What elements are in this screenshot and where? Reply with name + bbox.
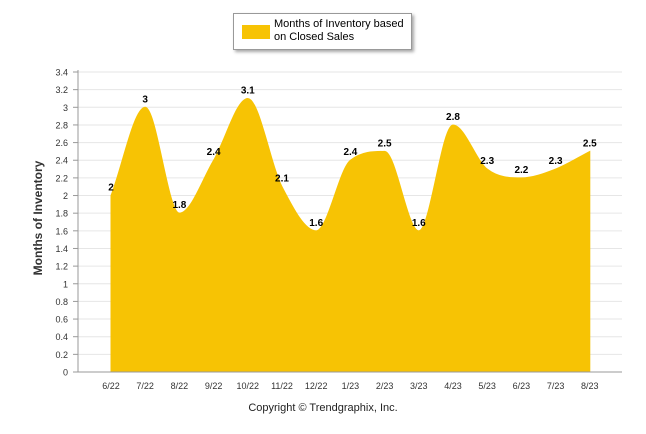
x-tick-label: 10/22 (237, 381, 260, 391)
x-tick-label: 9/22 (205, 381, 223, 391)
x-tick-label: 7/22 (136, 381, 154, 391)
y-tick-label: 0.8 (55, 297, 68, 307)
y-tick-label: 0.4 (55, 332, 68, 342)
x-tick-labels: 6/22 7/22 8/22 9/22 10/22 11/22 12/22 1/23 2/23 3… (102, 381, 598, 391)
x-tick-label: 11/22 (271, 381, 293, 391)
y-tick-label: 1 (63, 279, 68, 289)
y-tick-labels: 0 0.2 0.4 0.6 0.8 1 1.2 1.4 1.6 1.8 2 2.2 2.4 2.6 2.8 3… (55, 68, 68, 378)
x-tick-label: 4/23 (444, 381, 462, 391)
copyright-footer: Copyright © Trendgraphix, Inc. (248, 402, 398, 414)
legend-swatch (242, 25, 270, 39)
data-label: 1.6 (309, 218, 323, 229)
data-label: 1.8 (172, 200, 186, 211)
data-label: 2.5 (583, 138, 597, 149)
x-tick-label: 2/23 (376, 381, 394, 391)
y-tick-label: 2.4 (55, 156, 68, 166)
x-tick-label: 7/23 (547, 381, 565, 391)
legend-label: Months of Inventory based on Closed Sale… (274, 18, 404, 43)
y-tick-label: 1.8 (55, 209, 68, 219)
y-tick-label: 3.2 (55, 85, 68, 95)
y-tick-label: 2.2 (55, 173, 68, 183)
y-tick-label: 1.4 (55, 244, 68, 254)
y-tick-label: 1.6 (55, 226, 68, 236)
legend[interactable]: Months of Inventory based on Closed Sale… (233, 13, 412, 50)
data-label: 2.8 (446, 112, 460, 123)
y-axis-label: Months of Inventory (31, 160, 45, 276)
data-label: 2.4 (343, 147, 357, 158)
y-tick-label: 2.8 (55, 120, 68, 130)
series-area (110, 97, 591, 373)
area-series (110, 97, 591, 373)
x-tick-label: 1/23 (342, 381, 360, 391)
x-tick-label: 8/22 (171, 381, 189, 391)
y-tick-label: 1.2 (55, 262, 68, 272)
data-label: 2.5 (378, 138, 392, 149)
x-tick-label: 8/23 (581, 381, 599, 391)
x-tick-label: 5/23 (478, 381, 496, 391)
data-label: 2.2 (514, 165, 528, 176)
x-tick-label: 6/22 (102, 381, 120, 391)
y-tick-label: 2 (63, 191, 68, 201)
y-tick-label: 3 (63, 103, 68, 113)
data-label: 3 (142, 94, 148, 105)
y-tick-label: 0.6 (55, 315, 68, 325)
data-label: 2 (108, 183, 114, 194)
data-label: 2.3 (549, 156, 563, 167)
data-label: 2.3 (480, 156, 494, 167)
x-tick-label: 12/22 (305, 381, 328, 391)
y-tick-label: 3.4 (55, 68, 68, 78)
data-labels: 2 3 1.8 2.4 3.1 2.1 1.6 2.4 2.5 1.6 2.8 2.3 2.2 2.3 2.… (108, 85, 597, 228)
y-tick-label: 0.2 (55, 350, 68, 360)
data-label: 2.1 (275, 174, 289, 185)
data-label: 3.1 (241, 85, 255, 96)
x-tick-label: 3/23 (410, 381, 428, 391)
data-label: 2.4 (207, 147, 221, 158)
y-tick-label: 2.6 (55, 138, 68, 148)
x-tick-label: 6/23 (513, 381, 531, 391)
data-label: 1.6 (412, 218, 426, 229)
y-tick-label: 0 (63, 368, 68, 378)
axes (77, 70, 622, 373)
